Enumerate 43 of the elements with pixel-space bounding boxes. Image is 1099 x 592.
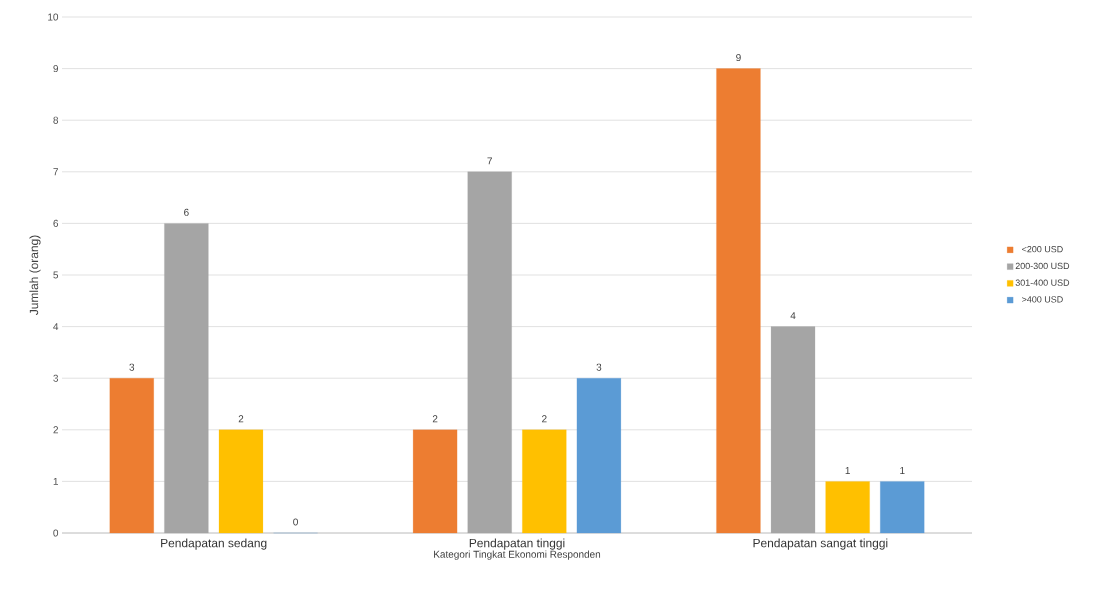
data-label: 9 [736, 54, 741, 62]
x-tick-label: Pendapatan sangat tinggi [753, 538, 888, 550]
data-label: 2 [542, 415, 547, 423]
legend-label: 200-300 USD [1015, 262, 1070, 270]
x-tick-label: Pendapatan sedang [161, 538, 267, 550]
bar [716, 68, 761, 534]
bar [218, 429, 264, 534]
data-label: 3 [596, 363, 602, 371]
legend-label: 301-400 USD [1015, 279, 1070, 286]
y-tick-label: 2 [53, 426, 58, 434]
x-axis-title: Kategori Tingkat Ekonomi Responden [434, 550, 601, 560]
bar [770, 326, 816, 534]
y-axis-title: Jumlah (orang) [29, 235, 41, 316]
x-tick-label: Pendapatan tinggi [469, 538, 565, 550]
y-tick-label: 0 [53, 529, 59, 537]
bar [109, 378, 154, 534]
data-label: 2 [432, 415, 438, 423]
data-label: 1 [900, 467, 905, 474]
y-tick-label: 5 [53, 271, 59, 279]
data-label: 3 [129, 363, 135, 371]
bar [522, 429, 567, 534]
data-label: 7 [487, 157, 492, 165]
y-tick-label: 10 [48, 13, 59, 21]
data-label: 0 [293, 518, 298, 526]
y-tick-label: 1 [53, 477, 58, 485]
legend-label: <200 USD [1022, 246, 1063, 253]
y-tick-label: 6 [53, 219, 59, 227]
bar [164, 223, 209, 534]
data-label: 6 [184, 208, 189, 216]
bar [576, 378, 621, 534]
data-label: 1 [845, 467, 850, 474]
bar [467, 171, 512, 534]
y-tick-label: 3 [53, 374, 59, 382]
y-tick-label: 7 [53, 168, 58, 176]
bar [825, 481, 870, 534]
legend-label: >400 USD [1022, 296, 1063, 303]
y-tick-label: 8 [53, 116, 59, 124]
data-label: 2 [238, 415, 244, 423]
y-tick-label: 9 [53, 65, 59, 73]
bar [413, 429, 458, 534]
y-tick-label: 4 [53, 323, 59, 331]
data-label: 4 [790, 312, 796, 320]
bar [880, 481, 925, 534]
